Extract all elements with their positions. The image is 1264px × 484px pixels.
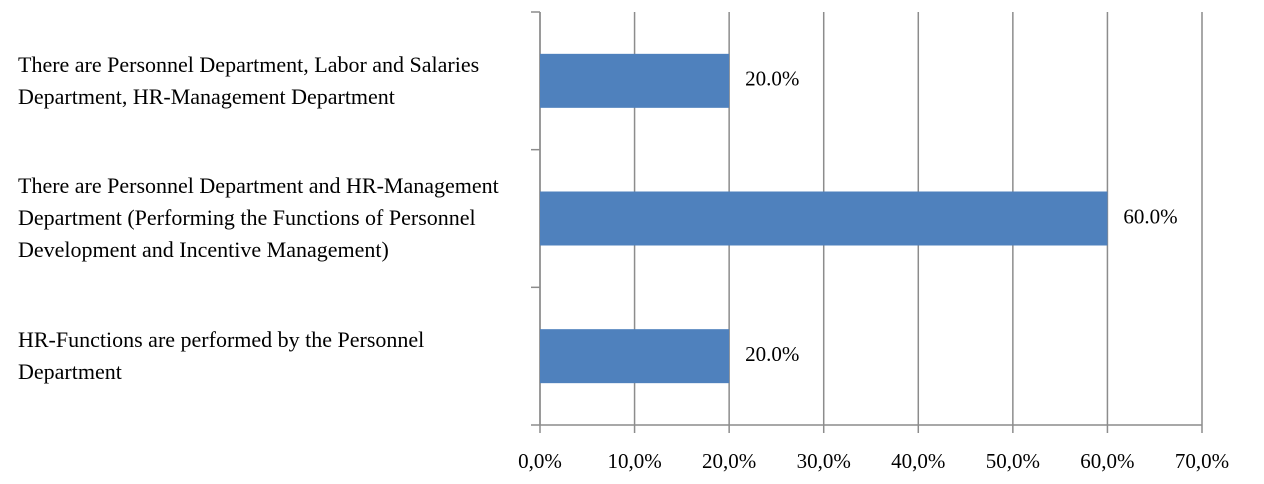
x-tick-label: 20,0% bbox=[702, 449, 756, 473]
value-label: 60.0% bbox=[1123, 204, 1177, 228]
x-tick-label: 60,0% bbox=[1080, 449, 1134, 473]
x-tick-label: 0,0% bbox=[518, 449, 562, 473]
bar bbox=[540, 191, 1108, 246]
bar bbox=[540, 53, 730, 108]
x-tick-label: 40,0% bbox=[891, 449, 945, 473]
x-tick-label: 70,0% bbox=[1175, 449, 1229, 473]
category-label: There are Personnel Department and HR-Ma… bbox=[18, 173, 499, 263]
value-label: 20.0% bbox=[745, 67, 799, 91]
category-label: HR-Functions are performed by the Person… bbox=[18, 327, 425, 385]
category-label: There are Personnel Department, Labor an… bbox=[18, 51, 480, 109]
x-tick-label: 10,0% bbox=[607, 449, 661, 473]
bar bbox=[540, 329, 730, 384]
value-label: 20.0% bbox=[745, 342, 799, 366]
x-tick-label: 50,0% bbox=[986, 449, 1040, 473]
x-tick-label: 30,0% bbox=[797, 449, 851, 473]
